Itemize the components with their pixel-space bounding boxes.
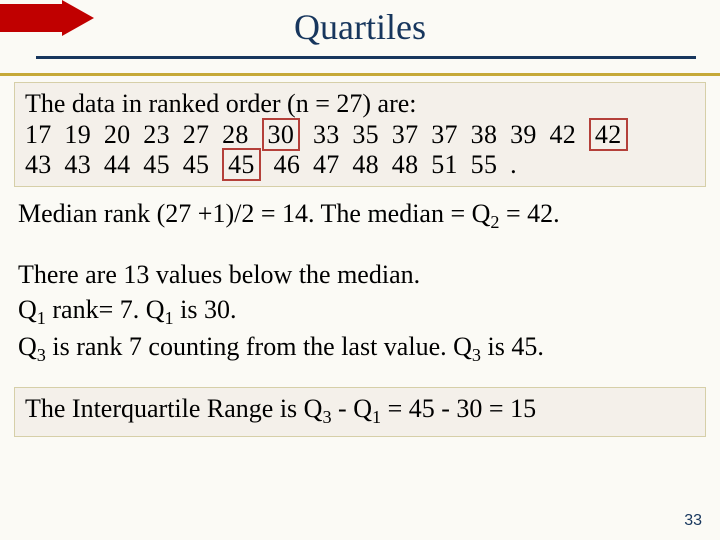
sub: 1: [37, 308, 46, 328]
sub: 3: [37, 345, 46, 365]
t: = 45 - 30 = 15: [381, 394, 536, 423]
t: is rank 7 counting from the last value. …: [46, 332, 472, 361]
title-underline: [36, 56, 696, 59]
v: 17: [25, 120, 52, 149]
q3-highlight: 45: [222, 148, 261, 181]
sub: 3: [472, 345, 481, 365]
sub: 2: [490, 212, 499, 232]
v: 45: [143, 150, 170, 179]
v: 33: [313, 120, 340, 149]
t: Median rank (27 +1)/2 = 14. The median =…: [18, 199, 490, 228]
v: 39: [510, 120, 537, 149]
data-box: The data in ranked order (n = 27) are: 1…: [14, 82, 706, 187]
content: The data in ranked order (n = 27) are: 1…: [0, 82, 720, 437]
v: 37: [431, 120, 458, 149]
v: 37: [392, 120, 419, 149]
v: 55: [471, 150, 498, 179]
median-highlight: 42: [589, 118, 628, 151]
v: 48: [352, 150, 379, 179]
v: 47: [313, 150, 340, 179]
data-row-1: 17 19 20 23 27 28 30 33 35 37 37 38 39 4…: [25, 120, 695, 150]
sub: 1: [165, 308, 174, 328]
sub: 1: [372, 407, 381, 427]
v: 46: [274, 150, 301, 179]
page-number: 33: [684, 512, 702, 530]
gold-divider: [0, 73, 720, 76]
t: is 30.: [174, 295, 237, 324]
v: 43: [25, 150, 52, 179]
below-block: There are 13 values below the median. Q1…: [18, 258, 702, 367]
v: 51: [431, 150, 458, 179]
t: rank= 7. Q: [46, 295, 165, 324]
v: 44: [104, 150, 131, 179]
t: Q: [18, 332, 37, 361]
t: = 42.: [500, 199, 560, 228]
sub: 3: [322, 407, 331, 427]
v: 35: [352, 120, 379, 149]
arrow-icon: [0, 0, 96, 40]
v: .: [510, 150, 517, 179]
iqr-line: The Interquartile Range is Q3 - Q1 = 45 …: [25, 392, 695, 429]
v: 23: [143, 120, 170, 149]
q1-highlight: 30: [262, 118, 301, 151]
v: 38: [471, 120, 498, 149]
page-title: Quartiles: [0, 0, 720, 48]
below-text: There are 13 values below the median.: [18, 258, 702, 292]
t: is 45.: [481, 332, 544, 361]
median-line: Median rank (27 +1)/2 = 14. The median =…: [18, 197, 702, 234]
iqr-box: The Interquartile Range is Q3 - Q1 = 45 …: [14, 387, 706, 436]
q3-line: Q3 is rank 7 counting from the last valu…: [18, 330, 702, 367]
v: 20: [104, 120, 131, 149]
data-row-2: 43 43 44 45 45 45 46 47 48 48 51 55 .: [25, 150, 695, 180]
v: 42: [549, 120, 576, 149]
t: Q: [18, 295, 37, 324]
q1-line: Q1 rank= 7. Q1 is 30.: [18, 293, 702, 330]
t: - Q: [332, 394, 372, 423]
title-bar: Quartiles: [0, 0, 720, 56]
v: 43: [64, 150, 91, 179]
v: 27: [183, 120, 210, 149]
data-intro: The data in ranked order (n = 27) are:: [25, 87, 695, 120]
v: 19: [64, 120, 91, 149]
v: 48: [392, 150, 419, 179]
v: 28: [222, 120, 249, 149]
t: The Interquartile Range is Q: [25, 394, 322, 423]
v: 45: [183, 150, 210, 179]
